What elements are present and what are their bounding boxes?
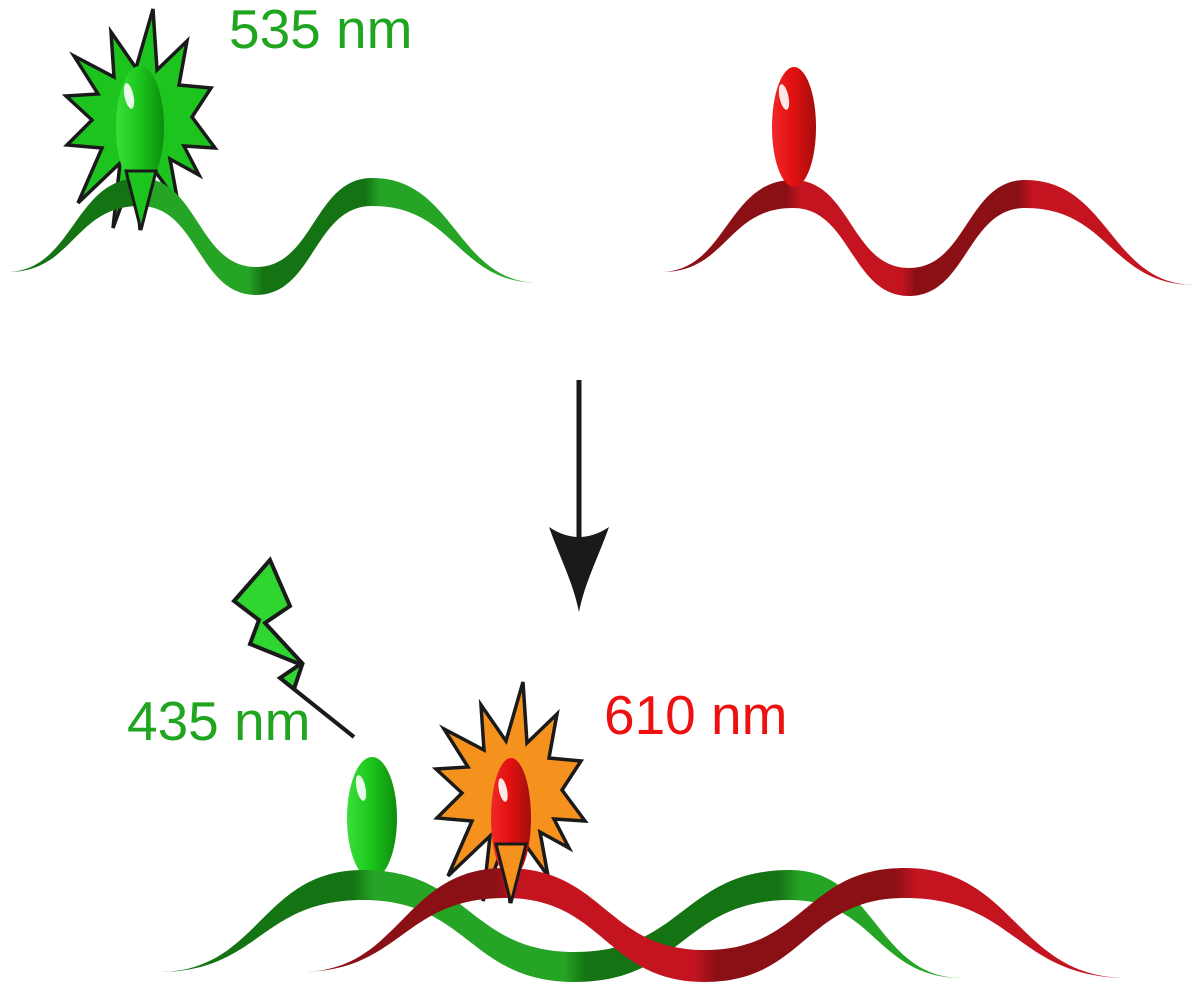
duplex-red-strand <box>300 868 1128 982</box>
donor-dye-bead <box>347 757 397 879</box>
acceptor-fluorophore <box>772 67 816 187</box>
hybridization-arrow <box>549 380 609 612</box>
duplex-green-strand <box>158 870 962 982</box>
duplex-donor-fluorophore <box>347 757 397 879</box>
dye-highlight <box>498 778 508 802</box>
acceptor-panel <box>662 67 1195 296</box>
dye-highlight <box>778 84 790 110</box>
dye-highlight <box>355 775 367 801</box>
dye-highlight <box>123 83 135 109</box>
starburst-front-spike <box>124 169 158 231</box>
starburst-front-spike <box>494 842 528 904</box>
donor-emission-label: 535 nm <box>229 0 413 60</box>
donor-fluorophore <box>116 66 164 188</box>
donor-panel <box>8 7 540 295</box>
acceptor-dna-strand <box>662 180 1195 296</box>
excitation-bolt-icon <box>231 556 356 739</box>
arrow-head <box>549 527 609 612</box>
excitation-label: 435 nm <box>127 690 311 752</box>
acceptor-emission-label: 610 nm <box>604 684 788 746</box>
donor-dna-strand <box>8 178 540 295</box>
duplex-panel <box>158 556 1128 982</box>
acceptor-dye-bead <box>772 67 816 187</box>
